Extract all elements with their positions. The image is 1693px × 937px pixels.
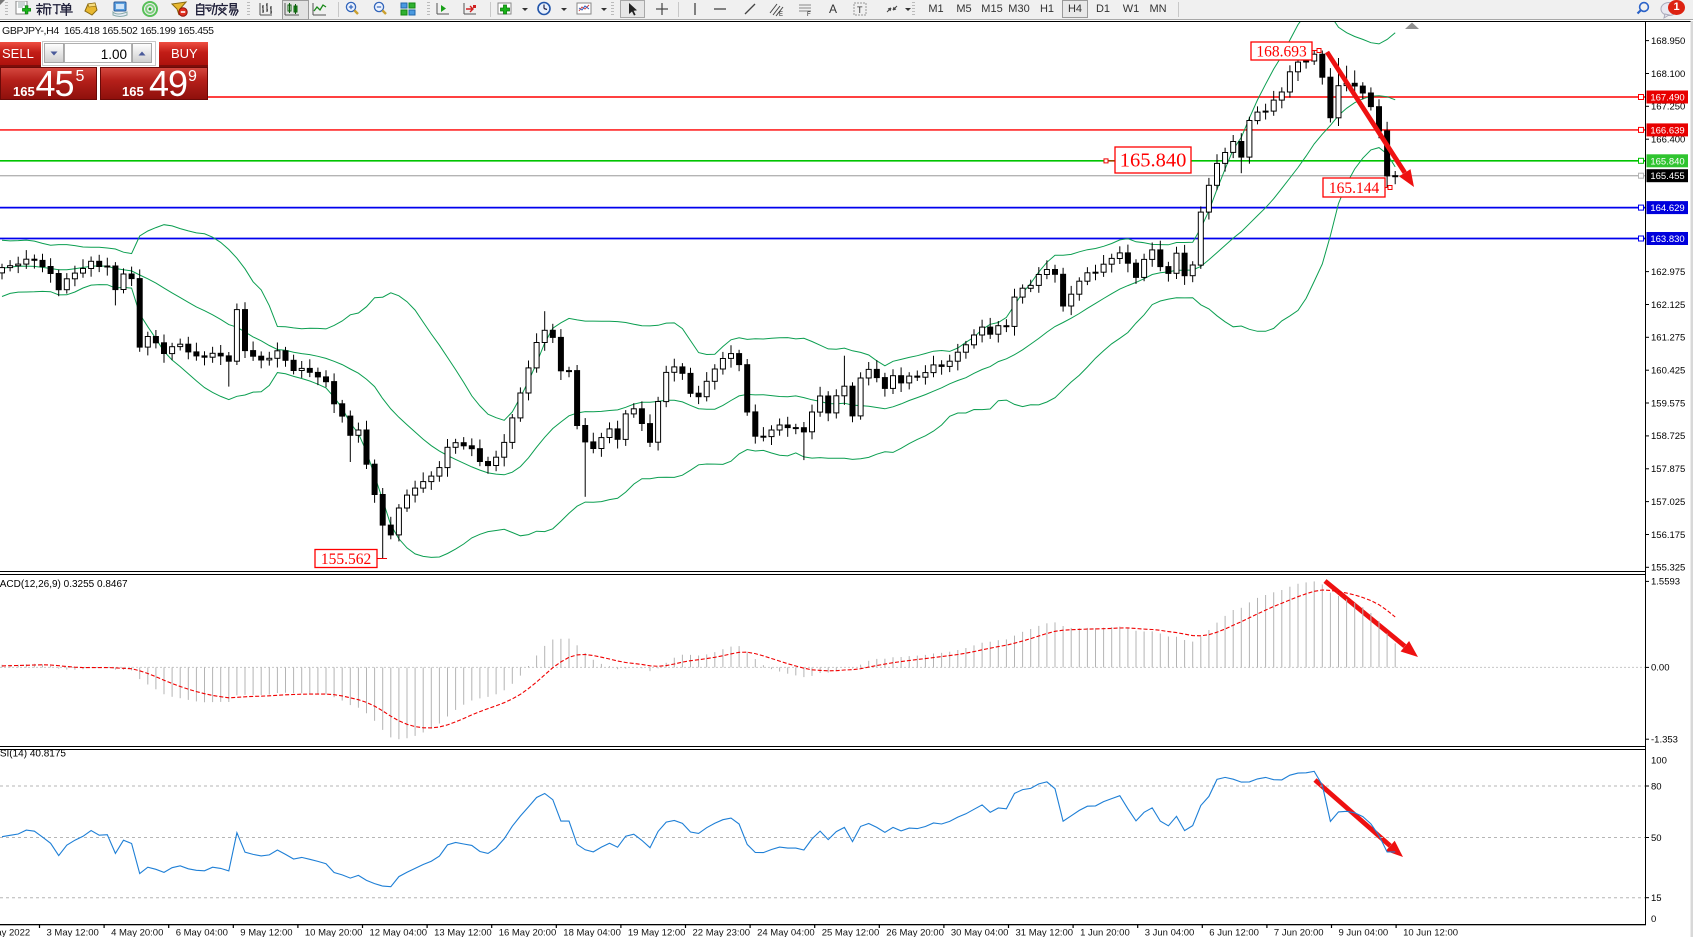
svg-text:25 May 12:00: 25 May 12:00 xyxy=(822,928,880,937)
svg-text:7 Jun 20:00: 7 Jun 20:00 xyxy=(1274,928,1324,937)
svg-text:100: 100 xyxy=(1651,756,1667,767)
svg-text:26 May 20:00: 26 May 20:00 xyxy=(886,928,944,937)
svg-text:0.00: 0.00 xyxy=(1651,663,1670,674)
svg-text:30 May 04:00: 30 May 04:00 xyxy=(951,928,1009,937)
svg-text:9 May 12:00: 9 May 12:00 xyxy=(240,928,292,937)
svg-text:157.025: 157.025 xyxy=(1651,497,1685,508)
svg-text:159.575: 159.575 xyxy=(1651,398,1685,409)
svg-text:167.490: 167.490 xyxy=(1650,93,1684,104)
svg-text:162.125: 162.125 xyxy=(1651,300,1685,311)
svg-text:164.629: 164.629 xyxy=(1650,203,1684,214)
svg-text:F: F xyxy=(807,12,811,18)
svg-text:161.275: 161.275 xyxy=(1651,333,1685,344)
svg-text:18 May 04:00: 18 May 04:00 xyxy=(563,928,621,937)
svg-text:4 May 20:00: 4 May 20:00 xyxy=(111,928,163,937)
svg-text:16 May 20:00: 16 May 20:00 xyxy=(499,928,557,937)
svg-text:168.693: 168.693 xyxy=(1256,44,1307,61)
svg-text:166.400: 166.400 xyxy=(1651,135,1685,146)
svg-text:160.425: 160.425 xyxy=(1651,366,1685,377)
svg-text:155.325: 155.325 xyxy=(1651,563,1685,574)
svg-text:163.830: 163.830 xyxy=(1650,234,1684,245)
svg-text:80: 80 xyxy=(1651,781,1662,792)
svg-text:12 May 04:00: 12 May 04:00 xyxy=(370,928,428,937)
svg-text:GBPJPY-,H4 165.418 165.502 16: GBPJPY-,H4 165.418 165.502 165.199 165.4… xyxy=(2,25,214,37)
svg-text:6 Jun 12:00: 6 Jun 12:00 xyxy=(1209,928,1259,937)
svg-text:165.144: 165.144 xyxy=(1329,180,1380,197)
svg-text:RSI(14) 40.8175: RSI(14) 40.8175 xyxy=(0,749,66,760)
svg-text:167.250: 167.250 xyxy=(1651,102,1685,113)
svg-text:1.5593: 1.5593 xyxy=(1651,577,1680,588)
svg-text:E: E xyxy=(779,12,783,18)
svg-text:T: T xyxy=(857,5,863,15)
svg-text:24 May 04:00: 24 May 04:00 xyxy=(757,928,815,937)
svg-text:155.562: 155.562 xyxy=(321,551,371,568)
svg-text:165.840: 165.840 xyxy=(1120,150,1187,172)
svg-text:162.975: 162.975 xyxy=(1651,267,1685,278)
svg-text:168.950: 168.950 xyxy=(1651,36,1685,47)
svg-text:2 May 2022: 2 May 2022 xyxy=(0,928,30,937)
svg-text:10 May 20:00: 10 May 20:00 xyxy=(305,928,363,937)
svg-text:157.875: 157.875 xyxy=(1651,464,1685,475)
svg-text:168.100: 168.100 xyxy=(1651,69,1685,80)
svg-text:1 Jun 20:00: 1 Jun 20:00 xyxy=(1080,928,1130,937)
svg-text:19 May 12:00: 19 May 12:00 xyxy=(628,928,686,937)
svg-text:158.725: 158.725 xyxy=(1651,431,1685,442)
svg-text:31 May 12:00: 31 May 12:00 xyxy=(1016,928,1074,937)
svg-text:3 May 12:00: 3 May 12:00 xyxy=(47,928,99,937)
svg-text:165.840: 165.840 xyxy=(1650,156,1684,167)
svg-text:166.639: 166.639 xyxy=(1650,125,1684,136)
svg-text:-1.353: -1.353 xyxy=(1651,735,1678,746)
svg-text:15: 15 xyxy=(1651,893,1662,904)
svg-text:3 Jun 04:00: 3 Jun 04:00 xyxy=(1145,928,1195,937)
svg-text:156.175: 156.175 xyxy=(1651,530,1685,541)
svg-text:10 Jun 12:00: 10 Jun 12:00 xyxy=(1403,928,1458,937)
svg-text:50: 50 xyxy=(1651,833,1662,844)
svg-text:13 May 12:00: 13 May 12:00 xyxy=(434,928,492,937)
svg-text:22 May 23:00: 22 May 23:00 xyxy=(693,928,751,937)
svg-text:9 Jun 04:00: 9 Jun 04:00 xyxy=(1339,928,1389,937)
svg-text:6 May 04:00: 6 May 04:00 xyxy=(176,928,228,937)
svg-text:0: 0 xyxy=(1651,914,1656,925)
svg-text:MACD(12,26,9) 0.3255 0.8467: MACD(12,26,9) 0.3255 0.8467 xyxy=(0,579,128,590)
svg-text:165.455: 165.455 xyxy=(1650,171,1684,182)
